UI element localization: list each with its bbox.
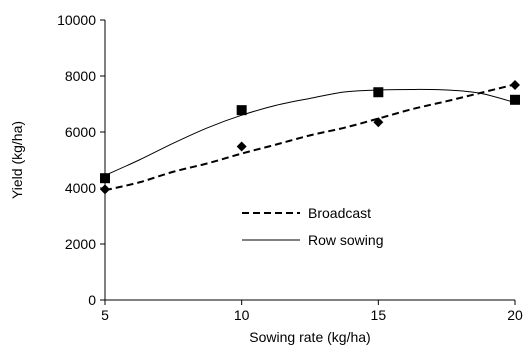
- legend-label-broadcast: Broadcast: [308, 205, 371, 221]
- axes: [105, 20, 515, 300]
- x-ticks: 5 10 15 20: [101, 300, 523, 323]
- point-broadcast-0: [100, 184, 110, 194]
- trend-line-row-sowing: [105, 89, 515, 175]
- y-tick-label-0: 0: [88, 292, 96, 308]
- y-ticks: 0 2000 4000 6000 8000 10000: [57, 12, 105, 308]
- y-tick-label-4000: 4000: [65, 180, 96, 196]
- point-broadcast-3: [510, 80, 520, 90]
- y-tick-label-10000: 10000: [57, 12, 96, 28]
- x-tick-label-5: 5: [101, 307, 109, 323]
- y-tick-label-8000: 8000: [65, 68, 96, 84]
- trend-line-broadcast: [105, 84, 515, 190]
- point-row-sowing-0: [100, 173, 110, 183]
- x-axis-title: Sowing rate (kg/ha): [249, 329, 370, 345]
- legend-label-row-sowing: Row sowing: [308, 232, 383, 248]
- y-tick-label-6000: 6000: [65, 124, 96, 140]
- point-row-sowing-1: [237, 105, 247, 115]
- series-layer: [100, 80, 520, 194]
- x-tick-label-20: 20: [507, 307, 523, 323]
- point-broadcast-1: [237, 142, 247, 152]
- legend: Broadcast Row sowing: [242, 205, 383, 248]
- x-tick-label-15: 15: [371, 307, 387, 323]
- y-tick-label-2000: 2000: [65, 236, 96, 252]
- x-tick-label-10: 10: [234, 307, 250, 323]
- point-row-sowing-2: [373, 87, 383, 97]
- y-axis-title: Yield (kg/ha): [9, 121, 25, 199]
- point-row-sowing-3: [510, 95, 520, 105]
